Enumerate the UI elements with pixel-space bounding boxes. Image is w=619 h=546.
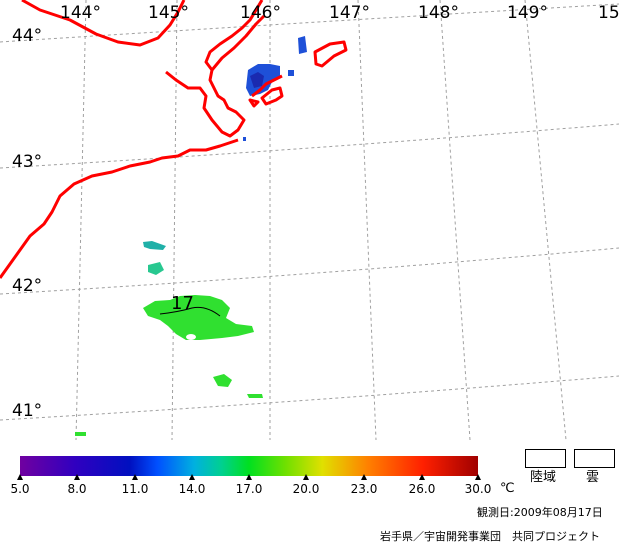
longitude-label-145: 145° [148,3,189,23]
cloud-legend-label: 雲 [586,470,600,485]
sst-patch-speck [243,137,246,141]
temperature-colorbar [20,456,478,476]
parallel-41 [0,375,619,421]
sst-patch-teal-1 [143,241,166,250]
sst-patch-south-1 [213,374,232,387]
parallel-42 [0,247,619,295]
colorbar-tick-26: 26.0 [408,482,436,496]
cloud-legend-swatch [574,449,615,468]
tick-marker-30 [475,474,481,480]
tick-marker-17 [246,474,252,480]
longitude-label-149: 149° [507,3,548,23]
isotherm-label: 17 [171,293,194,314]
colorbar-tick-11: 11.0 [121,482,149,496]
colorbar-tick-17: 17.0 [235,482,263,496]
latitude-label-41: 41° [12,401,43,421]
colorbar-unit: ℃ [500,481,515,496]
graticule [0,0,619,440]
tick-marker-5 [17,474,23,480]
colorbar-tick-8: 8.0 [67,482,87,496]
longitude-label-147: 147° [329,3,370,23]
island-red-1 [313,40,348,68]
sst-patch-south-2 [247,394,263,398]
colorbar-tick-23: 23.0 [350,482,378,496]
sst-patch-main [143,295,254,340]
sst-patch-teal-2 [148,262,164,275]
isotherm-17-line [159,306,221,317]
colorbar-gradient [20,456,478,476]
hokkaido-north-coast [21,0,186,47]
colorbar-tick-30: 30.0 [464,482,492,496]
shiretoko-peninsula [210,14,266,71]
sst-patch-hole [186,334,196,340]
island-red-2 [260,86,284,106]
observation-date: 観測日:2009年08月17日 [477,506,603,519]
island-red-3 [248,98,260,108]
parallel-44 [0,3,619,43]
tick-marker-11 [132,474,138,480]
sst-map: 17 144° 145° 146° 147° 148° 149° 15 44° … [0,0,619,440]
tick-marker-23 [361,474,367,480]
coastline [0,0,348,279]
sst-patch-south-3 [75,432,86,436]
tick-marker-26 [419,474,425,480]
map-canvas: 17 [0,0,619,440]
longitude-label-146: 146° [240,3,281,23]
latitude-label-44: 44° [12,26,43,46]
meridian-148 [439,0,471,440]
land-legend-label: 陸域 [530,470,557,485]
parallel-43 [0,123,619,169]
meridian-147 [357,0,377,440]
meridian-149 [524,0,567,440]
hokkaido-south-coast [0,138,239,279]
meridian-144 [75,0,87,440]
meridian-145 [171,0,178,440]
sst-patch-kuril-small [288,70,294,76]
land-legend-swatch [525,449,566,468]
tick-marker-14 [189,474,195,480]
hokkaido-east-coast [165,0,264,138]
latitude-label-43: 43° [12,152,43,172]
colorbar-tick-5: 5.0 [10,482,30,496]
colorbar-tick-14: 14.0 [178,482,206,496]
project-credit: 岩手県／宇宙開発事業団 共同プロジェクト [380,530,600,543]
longitude-label-144: 144° [60,3,101,23]
longitude-label-148: 148° [418,3,459,23]
colorbar-tick-marks [17,474,481,480]
tick-marker-20 [303,474,309,480]
sst-patches [75,36,307,436]
colorbar-tick-20: 20.0 [292,482,320,496]
tick-marker-8 [74,474,80,480]
sst-patch-kuril-east [298,36,307,54]
latitude-label-42: 42° [12,276,43,296]
longitude-label-150: 15 [598,3,619,23]
sst-patch-kuril-west-dark [250,72,264,88]
kunashiri-island [251,74,283,98]
